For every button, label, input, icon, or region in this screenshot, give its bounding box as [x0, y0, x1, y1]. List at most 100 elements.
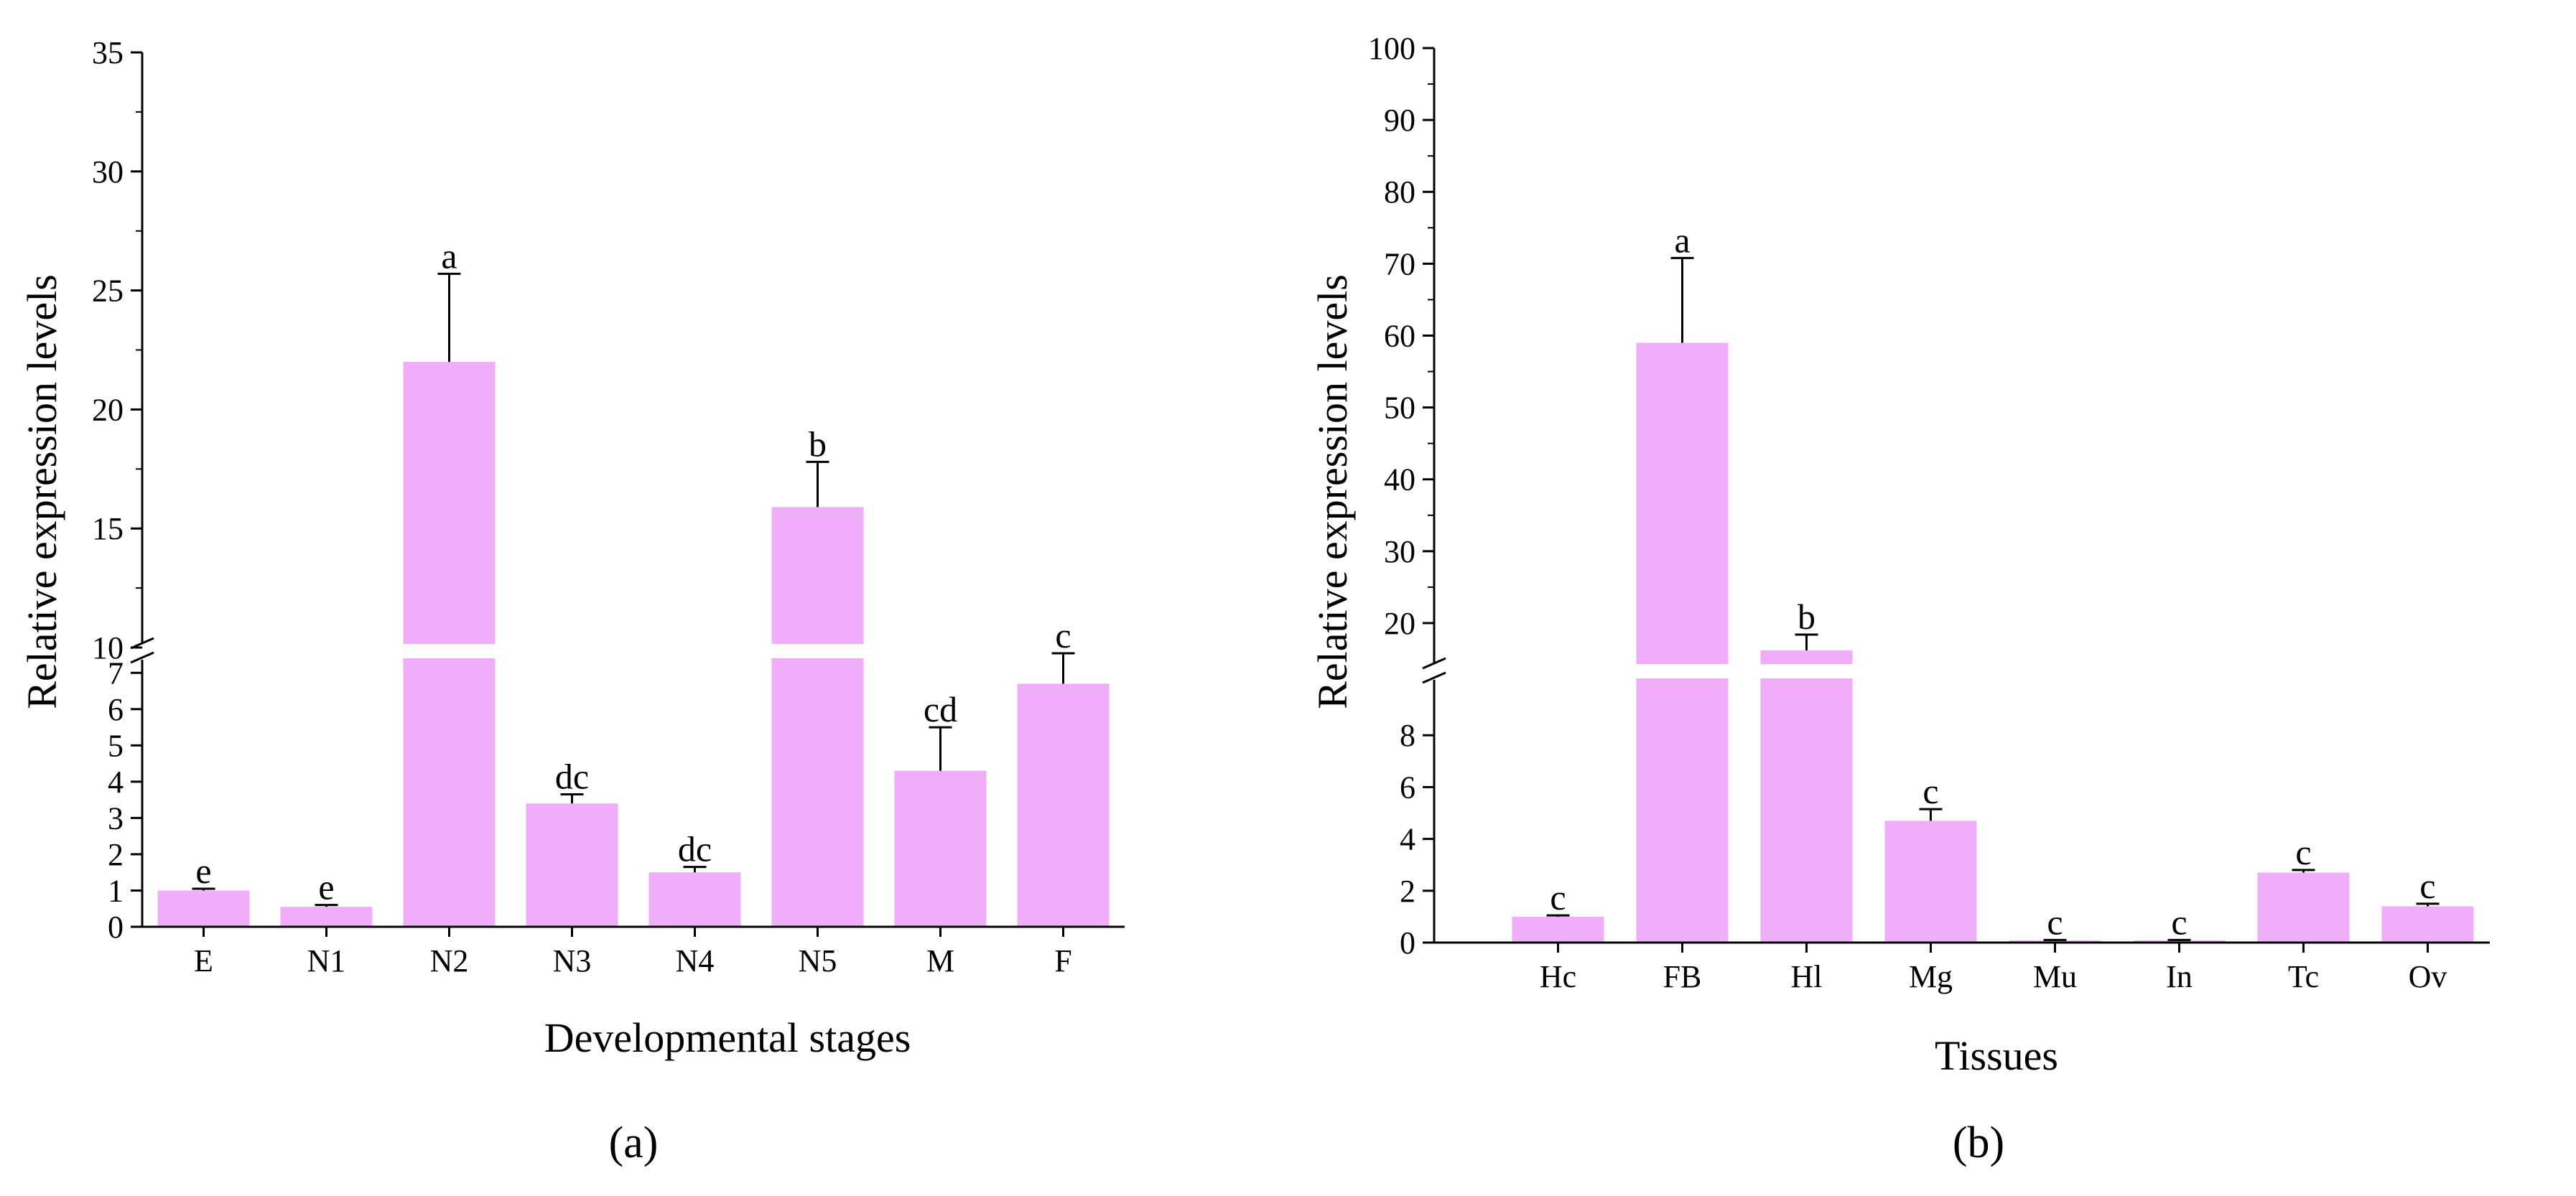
x-tick-label-FB: FB: [1663, 959, 1702, 994]
y-tick-label-6: 6: [1400, 770, 1415, 805]
y-tick-label-1: 1: [108, 873, 124, 908]
significance-letter-Mu: c: [2047, 902, 2063, 942]
bar-N1: [280, 907, 373, 927]
y-tick-label-35: 35: [92, 35, 124, 70]
bar-break-gap-N2: [401, 644, 497, 658]
y-tick-label-6: 6: [108, 692, 124, 727]
bar-Hc: [1512, 916, 1604, 943]
bar-N5: [771, 507, 864, 927]
bar-E: [157, 890, 250, 927]
significance-letter-Hl: b: [1798, 597, 1815, 637]
y-tick-label-3: 3: [108, 800, 124, 836]
y-tick-label-80: 80: [1384, 174, 1415, 210]
panel-b-bars: [1512, 342, 2474, 943]
bar-N4: [648, 872, 741, 927]
y-tick-label-0: 0: [108, 910, 124, 945]
y-tick-label-30: 30: [1384, 534, 1415, 569]
bar-Hl: [1760, 650, 1853, 943]
panel-b-y-axis-title: Relative expression levels: [1309, 274, 1356, 709]
y-tick-label-50: 50: [1384, 391, 1415, 426]
y-tick-label-90: 90: [1384, 103, 1415, 138]
y-tick-label-8: 8: [1400, 718, 1415, 753]
significance-letter-N4: dc: [678, 829, 712, 869]
x-tick-label-Mg: Mg: [1909, 959, 1953, 994]
y-tick-label-10: 10: [92, 630, 124, 665]
x-tick-label-Mu: Mu: [2033, 959, 2077, 994]
bar-FB: [1636, 342, 1729, 943]
bar-break-gap-FB: [1635, 664, 1730, 678]
bar-M: [894, 770, 987, 927]
significance-letter-N5: b: [809, 424, 827, 464]
y-tick-label-60: 60: [1384, 318, 1415, 353]
y-tick-label-4: 4: [108, 765, 124, 800]
significance-letter-Mg: c: [1922, 771, 1938, 811]
significance-letter-N1: e: [318, 867, 334, 907]
panel-b-y-ticks: 0 2 4 6 8 20 30 40 50 60 70 80 90 100: [1368, 31, 1434, 961]
bar-break-gap-Hl: [1759, 664, 1854, 678]
y-tick-label-20: 20: [92, 392, 124, 427]
x-tick-label-M: M: [926, 943, 954, 978]
panel-b-significance-letters: c a b c c c c c: [1550, 220, 2435, 942]
x-tick-label-Tc: Tc: [2288, 959, 2319, 994]
significance-letter-Hc: c: [1550, 877, 1566, 917]
bar-Mg: [1884, 821, 1977, 943]
panel-b-x-ticks: Hc FB Hl Mg Mu In Tc Ov: [1540, 943, 2447, 994]
significance-letter-F: c: [1055, 615, 1071, 655]
x-tick-label-N5: N5: [799, 943, 837, 978]
x-tick-label-E: E: [194, 943, 213, 978]
bar-break-gap-N5: [770, 644, 865, 658]
bar-F: [1017, 683, 1110, 927]
x-tick-label-F: F: [1054, 943, 1071, 978]
y-tick-label-4: 4: [1400, 822, 1415, 857]
panel-b-chart: c a b c c c c c 0 2 4 6 8 20 30 40 50 60 70 80 90 100 Hc FB Hl…: [1309, 31, 2490, 1167]
y-tick-label-15: 15: [92, 511, 124, 546]
panel-a-significance-letters: e e a dc dc b cd c: [195, 235, 1071, 907]
x-tick-label-N3: N3: [553, 943, 592, 978]
y-tick-label-2: 2: [1400, 874, 1415, 909]
y-tick-label-25: 25: [92, 274, 124, 309]
significance-letter-Tc: c: [2295, 832, 2311, 872]
significance-letter-N3: dc: [555, 757, 589, 797]
bar-Ov: [2381, 906, 2474, 943]
significance-letter-Ov: c: [2419, 866, 2435, 906]
panel-a-bars: [157, 362, 1110, 928]
x-tick-label-N2: N2: [430, 943, 469, 978]
y-tick-label-40: 40: [1384, 462, 1415, 497]
significance-letter-In: c: [2171, 902, 2187, 942]
x-tick-label-Hc: Hc: [1540, 959, 1576, 994]
y-tick-label-100: 100: [1368, 31, 1415, 66]
panel-b-axes: [1422, 48, 2490, 944]
x-tick-label-Ov: Ov: [2409, 959, 2447, 994]
panel-a-error-bars: [192, 272, 1075, 907]
bar-N3: [526, 803, 618, 927]
y-tick-label-30: 30: [92, 154, 124, 190]
y-axis-break-mark-lower: [1422, 671, 1446, 684]
y-tick-label-5: 5: [108, 728, 124, 763]
significance-letter-E: e: [195, 851, 211, 891]
significance-letter-N2: a: [441, 235, 457, 276]
significance-letter-FB: a: [1674, 220, 1690, 260]
panel-a-x-ticks: E N1 N2 N3 N4 N5 M F: [194, 927, 1072, 978]
y-tick-label-7: 7: [108, 655, 124, 691]
y-tick-label-2: 2: [108, 837, 124, 872]
panel-b-label: (b): [1953, 1118, 2004, 1167]
panel-b-x-axis-title: Tissues: [1935, 1032, 2058, 1079]
significance-letter-M: cd: [924, 689, 957, 729]
x-tick-label-In: In: [2166, 959, 2193, 994]
x-tick-label-Hl: Hl: [1791, 959, 1823, 994]
panel-a-y-axis-title: Relative expression levels: [19, 274, 65, 709]
x-tick-label-N1: N1: [307, 943, 346, 978]
y-axis-break-mark-upper: [1422, 657, 1446, 670]
y-tick-label-70: 70: [1384, 246, 1415, 281]
panel-a-label: (a): [609, 1118, 659, 1167]
y-axis-break-mark-lower: [130, 651, 154, 664]
panel-a-x-axis-title: Developmental stages: [544, 1014, 911, 1061]
x-tick-label-N4: N4: [676, 943, 715, 978]
y-tick-label-20: 20: [1384, 606, 1415, 641]
panel-b-error-bars: [1546, 256, 2440, 941]
bar-Tc: [2257, 872, 2350, 943]
y-tick-label-0: 0: [1400, 925, 1415, 961]
